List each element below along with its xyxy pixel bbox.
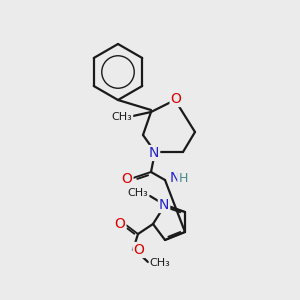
Text: CH₃: CH₃ [112,112,132,122]
Text: N: N [149,146,159,160]
Text: N: N [170,171,180,185]
Text: CH₃: CH₃ [128,188,148,198]
Text: O: O [115,217,125,231]
Text: O: O [122,172,132,186]
Text: N: N [159,198,169,212]
Text: O: O [171,92,182,106]
Text: O: O [134,243,144,257]
Text: H: H [178,172,188,184]
Text: CH₃: CH₃ [150,258,170,268]
